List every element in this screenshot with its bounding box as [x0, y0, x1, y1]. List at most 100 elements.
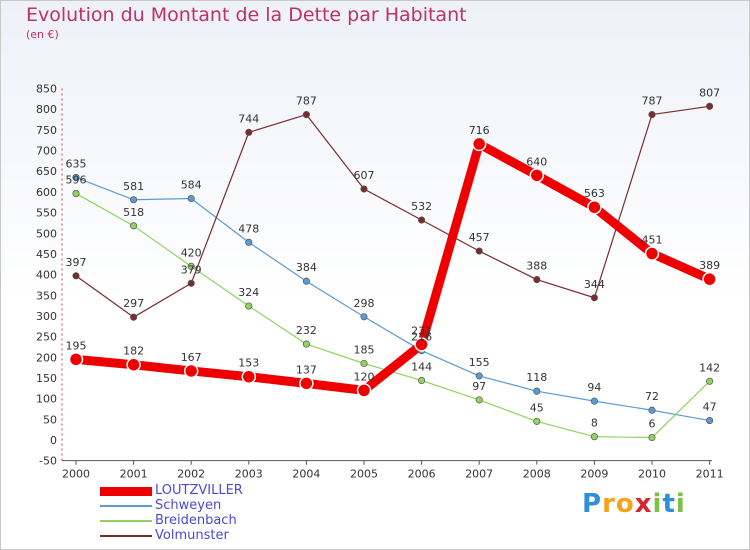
- data-point: [245, 238, 253, 246]
- chart-unit: (en €): [26, 28, 59, 41]
- data-label: 388: [526, 260, 547, 273]
- data-point: [702, 271, 717, 287]
- y-tick-label: 700: [36, 145, 57, 158]
- x-tick-label: 2010: [638, 468, 666, 481]
- y-tick-label: 200: [36, 351, 57, 364]
- data-point: [475, 396, 483, 404]
- series-line: [75, 105, 711, 318]
- data-point: [130, 222, 138, 230]
- data-point: [245, 302, 253, 310]
- data-label: 324: [238, 286, 259, 299]
- data-point: [533, 276, 541, 284]
- legend-swatch: [100, 520, 152, 522]
- data-label: 787: [642, 95, 663, 108]
- data-point: [187, 194, 195, 203]
- data-label: 584: [181, 179, 202, 192]
- data-label: 596: [66, 174, 87, 187]
- data-label: 155: [469, 356, 490, 369]
- y-tick-label: 150: [36, 372, 57, 385]
- data-point: [187, 279, 195, 287]
- data-label: 807: [699, 86, 720, 99]
- data-label: 216: [411, 331, 432, 344]
- data-point: [72, 272, 80, 280]
- data-point: [648, 111, 656, 119]
- data-point: [68, 352, 84, 367]
- data-label: 8: [591, 417, 598, 430]
- y-tick-label: 600: [36, 186, 57, 199]
- data-label: 297: [123, 297, 144, 310]
- data-point: [299, 376, 314, 391]
- data-point: [418, 376, 426, 385]
- data-point: [360, 313, 368, 321]
- data-label: 45: [530, 401, 544, 414]
- data-point: [590, 433, 598, 441]
- data-label: 231: [411, 324, 432, 337]
- data-label: 457: [469, 231, 490, 244]
- logo-letter: P: [582, 489, 603, 519]
- data-point: [302, 277, 310, 285]
- data-point: [241, 369, 257, 384]
- data-point: [475, 247, 483, 255]
- legend-swatch: [100, 486, 152, 496]
- data-label: 94: [587, 381, 601, 394]
- data-label: 232: [296, 324, 317, 337]
- data-point: [529, 168, 545, 183]
- logo-letter: r: [602, 489, 616, 519]
- series-line: [71, 139, 715, 395]
- data-point: [356, 383, 372, 398]
- x-tick-label: 2008: [523, 468, 551, 481]
- data-point: [471, 136, 487, 152]
- data-label: 389: [699, 259, 720, 272]
- data-label: 384: [296, 261, 317, 274]
- data-point: [302, 111, 310, 119]
- y-tick-label: 350: [36, 289, 57, 302]
- data-label: 607: [354, 169, 375, 182]
- data-point: [245, 128, 253, 136]
- data-label: 379: [181, 263, 202, 276]
- data-label: 640: [526, 155, 547, 168]
- data-label: 6: [649, 418, 656, 431]
- data-point: [648, 406, 656, 414]
- legend-label: Schweyen: [155, 498, 222, 513]
- x-tick-label: 2004: [292, 468, 320, 481]
- legend-swatch: [100, 505, 152, 507]
- y-tick-label: 50: [43, 413, 57, 426]
- data-label: 344: [584, 278, 605, 291]
- logo-letter: i: [652, 489, 663, 519]
- data-label: 182: [123, 345, 144, 358]
- y-tick-label: 250: [36, 331, 57, 344]
- data-label: 167: [181, 351, 202, 364]
- data-point: [302, 340, 310, 348]
- data-point: [72, 190, 80, 198]
- data-point: [360, 359, 368, 368]
- data-label: 195: [66, 339, 87, 352]
- y-tick-label: 0: [50, 434, 57, 447]
- data-point: [360, 185, 368, 193]
- data-point: [644, 246, 660, 261]
- legend-label: LOUTZVILLER: [155, 483, 243, 498]
- data-point: [183, 363, 199, 379]
- data-point: [706, 417, 714, 425]
- data-label: 137: [296, 363, 317, 376]
- x-tick-label: 2009: [580, 468, 608, 481]
- y-tick-label: 300: [36, 310, 57, 323]
- data-label: 716: [469, 124, 490, 137]
- x-tick-label: 2002: [177, 468, 205, 481]
- data-point: [418, 216, 426, 224]
- x-tick-label: 2001: [120, 468, 148, 481]
- proxiti-logo: Proxiti: [582, 489, 686, 519]
- data-label: 518: [123, 206, 144, 219]
- data-label: 97: [472, 380, 486, 393]
- data-label: 118: [526, 371, 547, 384]
- series-line: [75, 192, 711, 439]
- x-tick-label: 2011: [696, 468, 724, 481]
- x-tick-label: 2003: [235, 468, 263, 481]
- data-label: 581: [123, 180, 144, 193]
- y-tick-label: 100: [36, 393, 57, 406]
- data-point: [706, 377, 714, 385]
- data-point: [187, 262, 195, 270]
- x-tick-label: 2005: [350, 468, 378, 481]
- y-tick-label: 550: [36, 207, 57, 220]
